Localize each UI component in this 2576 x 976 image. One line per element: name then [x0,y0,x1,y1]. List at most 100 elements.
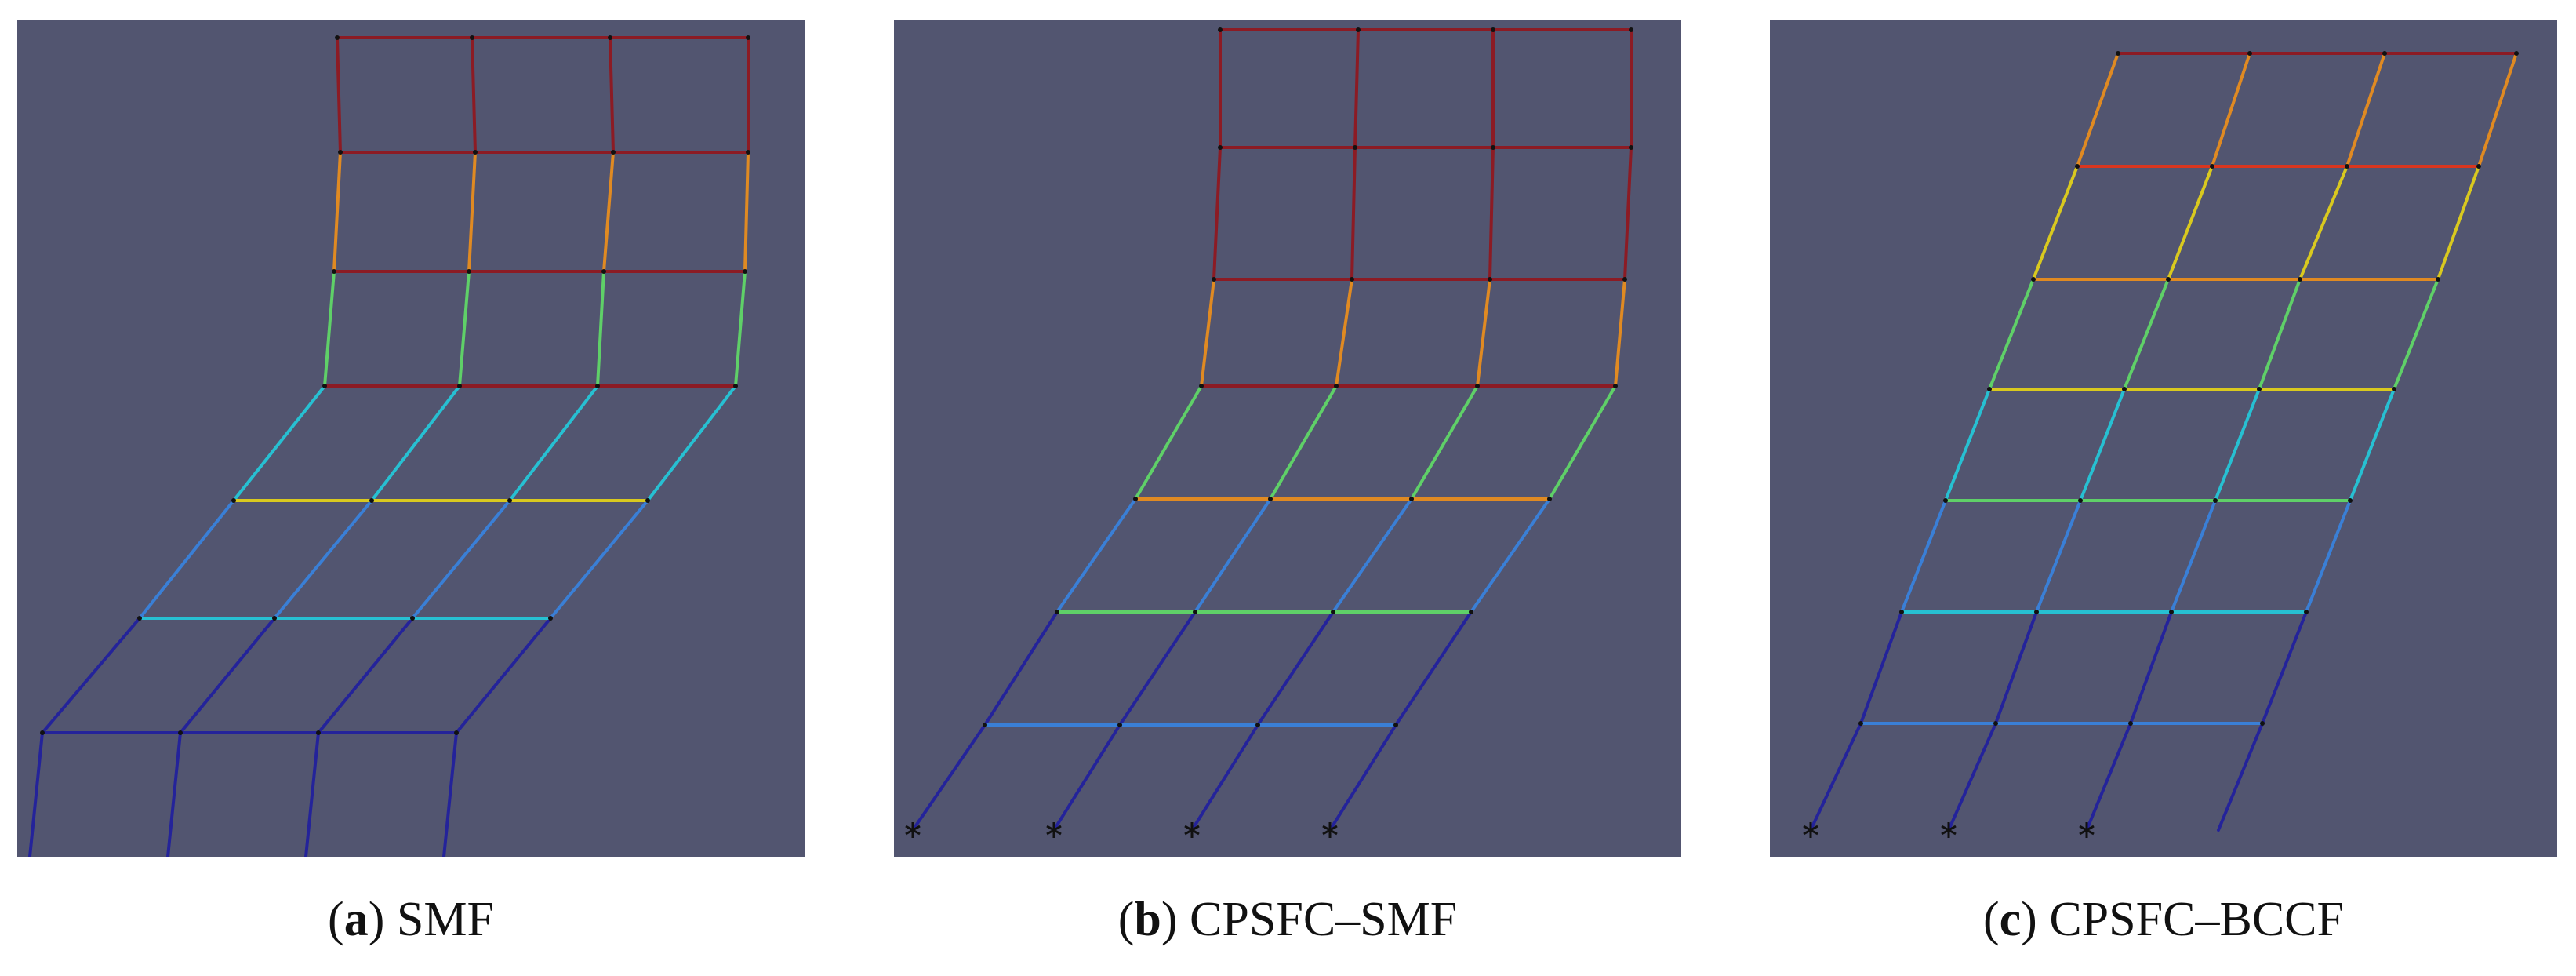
frame-node [1212,277,1216,282]
column-member [2436,165,2480,281]
column-member [1055,497,1137,614]
column-member [734,270,747,388]
frame-node [2247,51,2252,56]
frame-node [1475,384,1480,388]
frame-node [1133,497,1138,501]
frame-node [473,150,478,155]
frame-node [1218,145,1223,150]
column-member [442,731,458,857]
column-member [1212,146,1222,281]
column-member [471,36,477,154]
column-member [1470,497,1551,614]
column-member [1118,610,1197,727]
column-member [323,270,336,388]
frame-node [1858,721,1863,726]
column-member [508,384,599,502]
caption-title: CPSFC–SMF [1190,893,1458,946]
fixed-support-icon [905,822,921,838]
frame-node [2031,277,2036,282]
column-member [743,151,750,273]
column-member [304,731,320,857]
column-member [911,723,986,832]
column-member [332,151,342,273]
caption-letter: b [1134,893,1161,946]
column-member [2217,722,2264,832]
frame-node [1255,723,1260,727]
frame-node [231,498,236,503]
frame-node [1055,610,1059,614]
frame-node [1488,277,1492,282]
frame-node [601,269,606,274]
column-member [2170,499,2217,614]
column-member [2305,499,2352,614]
frame-panel-cpsfc-smf [894,20,1681,857]
column-member [1256,610,1335,727]
column-member [166,731,182,857]
caption-title: CPSFC–BCCF [2049,893,2345,946]
column-member [1134,384,1203,501]
frame-node [2034,610,2039,614]
frame-node [2345,164,2349,169]
column-member [1944,388,1991,502]
fixed-support-icon [2079,822,2095,838]
column-member [232,384,326,502]
frame-node [983,723,987,727]
frame-node [272,616,277,621]
frame-node [467,269,471,274]
frame-diagram-cpsfc-smf [905,27,1633,838]
column-member [602,151,615,273]
column-member [2258,278,2302,391]
frame-node [2257,387,2262,391]
frame-node [611,150,616,155]
frame-node [1268,497,1273,501]
frame-node [1350,277,1354,282]
frame-node [2116,51,2120,56]
frame-node [2122,387,2127,391]
frame-node [2392,387,2396,391]
caption-letter: a [343,893,369,946]
column-member [467,151,477,273]
column-member [1623,146,1633,281]
frame-node [1987,387,1992,391]
column-member [2167,165,2214,281]
column-member [1335,278,1353,388]
column-member [41,617,141,734]
frame-node [1943,498,1948,503]
frame-node [178,730,183,735]
column-member [336,36,342,154]
frame-node [746,150,750,155]
column-member [28,731,44,857]
column-member [2261,610,2308,725]
column-member [1269,384,1338,501]
column-member [1809,722,1862,832]
column-member [2076,52,2120,168]
fixed-support-icon [1803,822,1818,838]
column-member [549,499,649,620]
column-member [317,617,414,734]
column-member [1328,723,1397,832]
fixed-support-icon [1322,822,1338,838]
column-member [138,499,235,620]
frame-node [1199,384,1204,388]
frame-node [1193,610,1197,614]
frame-node [2348,498,2353,503]
column-member [596,270,605,388]
frame-node [1117,723,1122,727]
column-member [1052,723,1121,832]
frame-node [1547,497,1552,501]
frame-node [1899,610,1904,614]
frame-node [410,616,415,621]
column-member [2477,52,2518,168]
column-member [2129,610,2173,725]
column-member [2035,499,2082,614]
column-member [1350,146,1357,281]
frame-node [1218,27,1223,32]
column-member [1200,278,1215,388]
frame-node [1409,497,1414,501]
column-member [411,499,511,620]
column-member [2345,52,2386,168]
caption-c: (c) CPSFC–BCCF [1982,893,2345,946]
frame-node [335,35,340,40]
frame-node [470,35,474,40]
frame-node [1622,277,1627,282]
